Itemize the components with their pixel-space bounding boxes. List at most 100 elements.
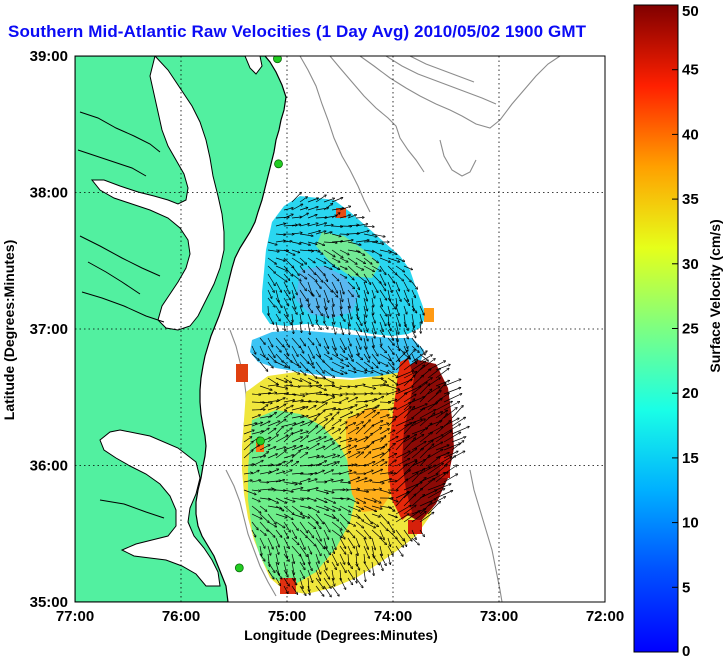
velocity-arrow <box>435 368 449 379</box>
velocity-arrow <box>275 337 284 347</box>
velocity-arrow <box>299 436 308 443</box>
y-tick-label: 36:00 <box>30 458 68 475</box>
velocity-arrow <box>331 577 335 586</box>
velocity-arrow <box>315 249 323 254</box>
velocity-arrow <box>387 505 395 511</box>
velocity-arrow <box>323 443 335 451</box>
velocity-arrow <box>307 369 317 378</box>
velocity-arrow <box>275 497 287 503</box>
velocity-arrow <box>363 425 374 435</box>
velocity-arrow <box>299 250 314 251</box>
velocity-arrow <box>275 505 284 511</box>
velocity-arrow <box>363 385 376 389</box>
velocity-arrow <box>395 537 404 547</box>
velocity-arrow <box>355 217 364 218</box>
velocity-arrow <box>363 505 377 512</box>
velocity-arrow <box>355 289 359 297</box>
velocity-arrow <box>347 452 360 459</box>
velocity-arrow <box>355 422 364 427</box>
velocity-arrow <box>420 321 421 333</box>
velocity-arrow <box>275 361 287 367</box>
y-tick-label: 37:00 <box>30 321 68 338</box>
velocity-arrow <box>347 386 357 387</box>
velocity-arrow <box>403 399 415 411</box>
velocity-arrow <box>347 414 359 419</box>
velocity-arrow <box>323 281 333 292</box>
velocity-arrow <box>267 481 281 483</box>
velocity-arrow <box>347 529 355 538</box>
x-axis-ticks: 77:00 76:00 75:00 74:00 73:00 72:00 <box>56 608 624 625</box>
velocity-arrow <box>355 425 365 435</box>
velocity-arrow <box>299 321 302 333</box>
velocity-arrow <box>419 499 436 507</box>
x-tick-label: 72:00 <box>586 608 624 625</box>
velocity-arrow <box>355 353 363 360</box>
velocity-arrow <box>307 537 316 546</box>
velocity-arrow <box>427 398 442 411</box>
velocity-arrow <box>323 393 334 396</box>
velocity-arrow <box>299 407 308 411</box>
velocity-arrow <box>315 419 328 427</box>
velocity-arrow <box>419 410 436 419</box>
velocity-arrow <box>331 321 336 334</box>
velocity-arrow <box>291 497 304 500</box>
velocity-arrow <box>355 329 362 340</box>
velocity-arrow <box>267 561 275 573</box>
velocity-arrow <box>403 494 416 507</box>
velocity-arrow <box>299 553 305 565</box>
velocity-arrow <box>275 569 282 579</box>
velocity-arrow <box>291 585 298 594</box>
velocity-arrow <box>363 329 368 341</box>
velocity-arrow <box>347 265 358 275</box>
velocity-arrow <box>435 414 447 427</box>
velocity-arrow <box>307 361 315 368</box>
velocity-arrow <box>307 405 316 411</box>
velocity-arrow <box>307 497 316 501</box>
velocity-arrow <box>427 442 443 451</box>
velocity-arrow <box>323 553 328 563</box>
colorbar-tick-label: 30 <box>682 256 699 273</box>
velocity-arrow <box>331 505 341 510</box>
velocity-arrow <box>451 417 466 427</box>
velocity-arrow <box>339 313 345 322</box>
velocity-arrow <box>331 369 343 374</box>
velocity-arrow <box>315 281 321 289</box>
velocity-arrow <box>427 463 444 475</box>
velocity-arrow <box>339 505 351 512</box>
velocity-arrow <box>395 386 413 395</box>
velocity-arrow <box>419 455 430 467</box>
velocity-arrow <box>267 281 275 293</box>
velocity-arrow <box>379 321 383 332</box>
velocity-arrow <box>283 423 296 427</box>
velocity-arrow <box>291 192 301 203</box>
velocity-arrow <box>371 489 382 490</box>
velocity-arrow <box>443 451 458 459</box>
velocity-arrow <box>387 289 390 301</box>
velocity-arrow <box>299 313 302 324</box>
velocity-arrow <box>299 377 311 384</box>
velocity-arrow <box>403 337 408 349</box>
velocity-arrow <box>283 337 290 347</box>
velocity-arrow <box>307 513 318 523</box>
velocity-arrow <box>363 569 366 582</box>
velocity-arrow <box>387 537 391 547</box>
velocity-arrow <box>299 453 308 459</box>
velocity-arrow <box>259 345 265 357</box>
velocity-arrow <box>299 490 310 491</box>
velocity-arrow <box>355 489 369 492</box>
velocity-arrow <box>267 435 278 443</box>
velocity-arrow <box>363 521 376 528</box>
velocity-arrow <box>251 456 266 459</box>
velocity-arrow <box>347 337 351 346</box>
velocity-arrow <box>363 393 373 394</box>
velocity-arrow <box>371 249 382 256</box>
velocity-arrow <box>323 561 327 570</box>
velocity-arrow <box>339 545 346 554</box>
velocity-arrow <box>323 470 334 475</box>
velocity-arrow <box>443 402 460 411</box>
velocity-arrow <box>315 305 323 316</box>
velocity-arrow <box>364 313 365 324</box>
velocity-arrow <box>291 400 303 403</box>
velocity-arrow <box>323 545 331 555</box>
velocity-arrow <box>275 553 279 565</box>
